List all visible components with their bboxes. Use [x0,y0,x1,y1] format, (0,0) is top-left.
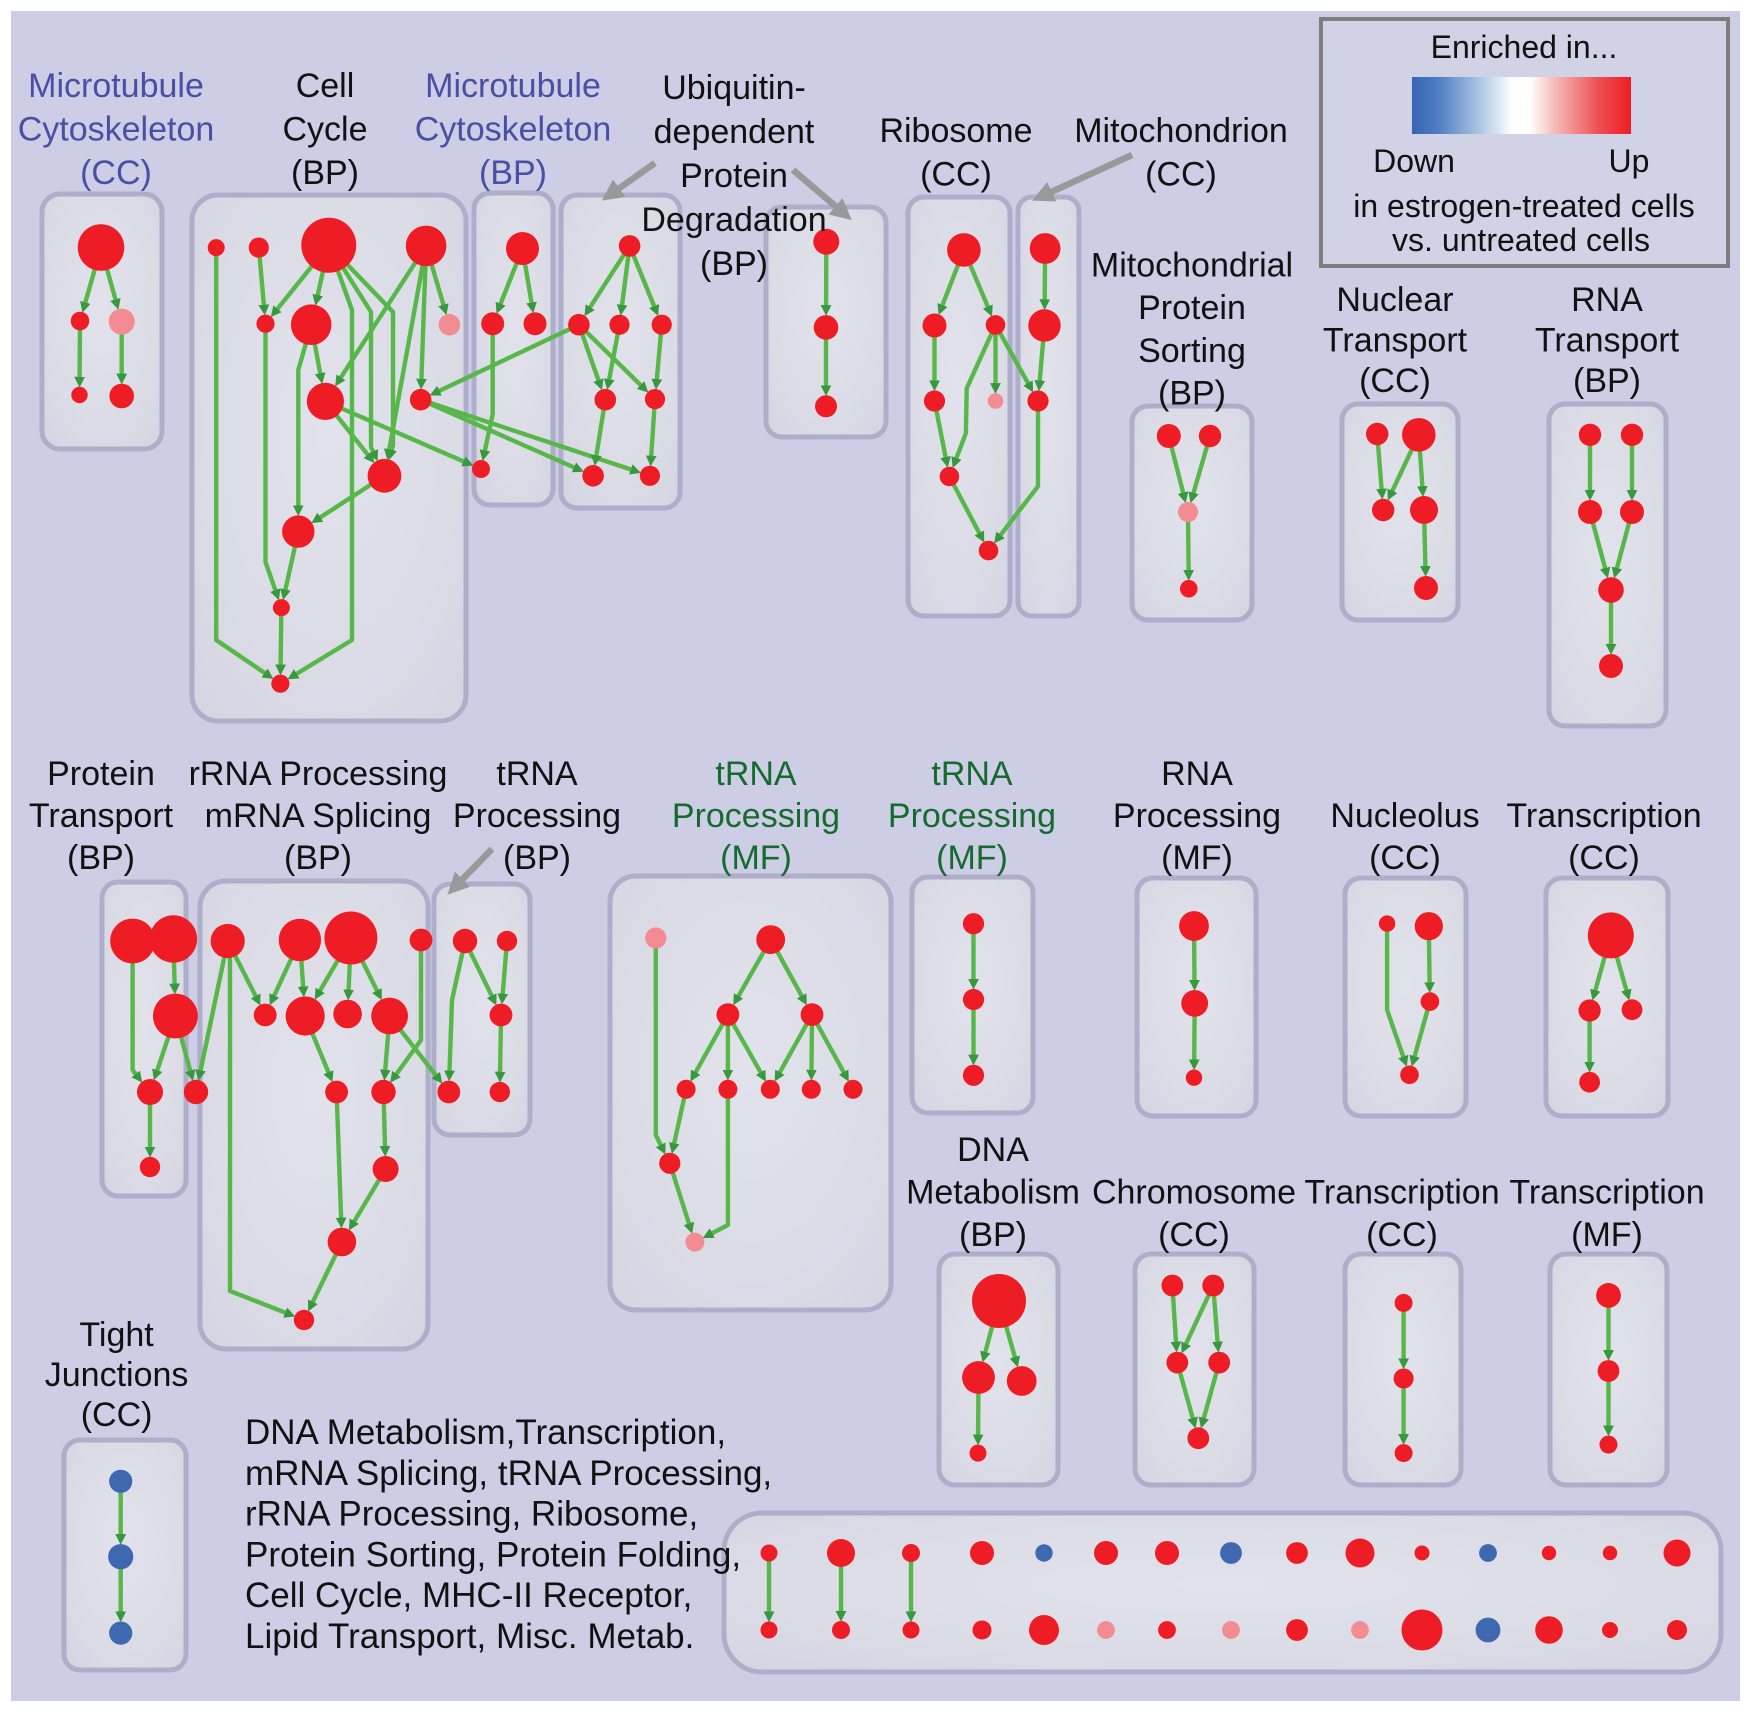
svg-text:Processing: Processing [672,797,840,835]
svg-text:Transport: Transport [1535,321,1680,359]
svg-text:Nuclear: Nuclear [1336,281,1453,319]
svg-text:(BP): (BP) [1158,375,1226,413]
svg-text:Junctions: Junctions [45,1356,189,1394]
svg-text:(BP): (BP) [700,245,768,283]
svg-text:Transcription: Transcription [1506,797,1701,835]
svg-text:rRNA Processing: rRNA Processing [189,755,448,793]
svg-text:tRNA: tRNA [715,755,797,793]
svg-text:Transcription: Transcription [1509,1174,1704,1212]
svg-text:(CC): (CC) [920,156,992,194]
svg-text:Mitochondrial: Mitochondrial [1091,247,1293,285]
svg-text:Nucleolus: Nucleolus [1330,797,1479,835]
svg-text:RNA: RNA [1571,281,1643,319]
svg-text:Cell Cycle, MHC-II Receptor,: Cell Cycle, MHC-II Receptor, [245,1576,692,1615]
svg-text:(CC): (CC) [1158,1216,1230,1254]
svg-text:(CC): (CC) [1366,1216,1438,1254]
svg-text:tRNA: tRNA [496,755,578,793]
svg-text:Cytoskeleton: Cytoskeleton [18,111,215,149]
svg-text:(MF): (MF) [936,839,1008,877]
svg-text:Cycle: Cycle [282,111,367,149]
svg-text:Mitochondrion: Mitochondrion [1074,112,1288,150]
svg-text:(BP): (BP) [1573,362,1641,400]
svg-text:Transport: Transport [29,797,174,835]
svg-text:Tight: Tight [79,1316,154,1354]
svg-text:(BP): (BP) [284,839,352,877]
svg-text:rRNA Processing, Ribosome,: rRNA Processing, Ribosome, [245,1495,698,1534]
svg-text:RNA: RNA [1161,755,1233,793]
svg-text:(BP): (BP) [291,154,359,192]
svg-text:Processing: Processing [1113,797,1281,835]
svg-text:Transport: Transport [1323,321,1468,359]
svg-text:tRNA: tRNA [931,755,1013,793]
svg-text:(CC): (CC) [81,1396,153,1434]
svg-text:(MF): (MF) [720,839,792,877]
svg-text:Ribosome: Ribosome [879,112,1032,150]
svg-text:(CC): (CC) [1145,156,1217,194]
svg-text:DNA Metabolism,Transcription,: DNA Metabolism,Transcription, [245,1413,726,1452]
svg-text:Lipid Transport, Misc. Metab.: Lipid Transport, Misc. Metab. [245,1617,694,1656]
svg-text:(BP): (BP) [67,839,135,877]
svg-text:Enriched in...: Enriched in... [1431,29,1618,65]
svg-text:(CC): (CC) [1369,839,1441,877]
svg-text:in estrogen-treated cells: in estrogen-treated cells [1353,188,1695,224]
svg-text:Protein: Protein [680,157,788,195]
svg-text:Microtubule: Microtubule [28,67,204,105]
svg-text:Cell: Cell [296,67,355,105]
svg-text:Cytoskeleton: Cytoskeleton [415,111,612,149]
svg-text:DNA: DNA [957,1131,1029,1169]
svg-text:Ubiquitin-: Ubiquitin- [662,69,806,107]
svg-text:Protein Sorting, Protein Foldi: Protein Sorting, Protein Folding, [245,1535,741,1574]
svg-text:Down: Down [1373,143,1455,179]
svg-text:Up: Up [1609,143,1650,179]
svg-text:Transcription: Transcription [1304,1174,1499,1212]
svg-text:(BP): (BP) [503,839,571,877]
svg-text:Protein: Protein [47,755,155,793]
svg-text:(CC): (CC) [1359,362,1431,400]
svg-text:Microtubule: Microtubule [425,67,601,105]
svg-text:mRNA Splicing: mRNA Splicing [205,797,432,835]
svg-text:(MF): (MF) [1161,839,1233,877]
svg-text:vs. untreated cells: vs. untreated cells [1392,222,1650,258]
svg-text:Processing: Processing [453,797,621,835]
svg-text:Protein: Protein [1138,289,1246,327]
svg-text:Metabolism: Metabolism [906,1174,1080,1212]
svg-text:Degradation: Degradation [641,201,826,239]
svg-text:(CC): (CC) [80,154,152,192]
svg-text:Sorting: Sorting [1138,332,1246,370]
svg-text:(BP): (BP) [479,154,547,192]
svg-text:(BP): (BP) [959,1216,1027,1254]
svg-text:dependent: dependent [654,113,815,151]
svg-text:(MF): (MF) [1571,1216,1643,1254]
svg-text:mRNA Splicing, tRNA Processing: mRNA Splicing, tRNA Processing, [245,1454,772,1493]
svg-text:Processing: Processing [888,797,1056,835]
svg-text:Chromosome: Chromosome [1092,1174,1296,1212]
svg-text:(CC): (CC) [1568,839,1640,877]
